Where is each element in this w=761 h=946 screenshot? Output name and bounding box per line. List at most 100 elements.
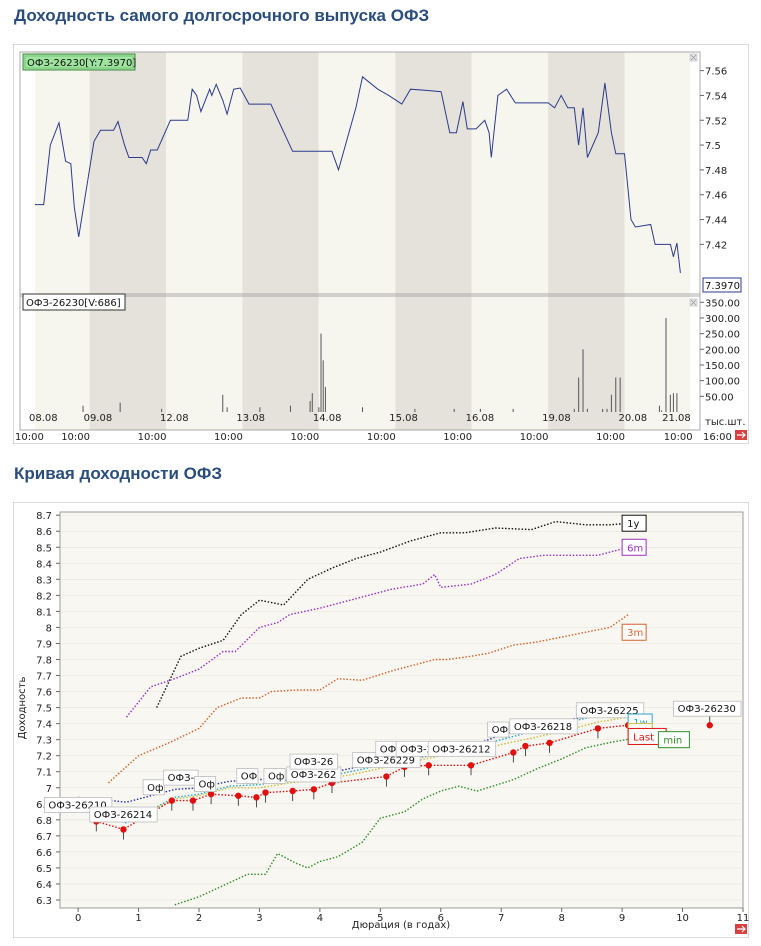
volume-y-axis: 50.00 100.00 150.00 200.00 250.00 300.00 350.0… <box>700 298 740 403</box>
bond-label: ОФЗ-26 <box>289 753 339 770</box>
day-band <box>89 52 166 430</box>
x-tick-label: 9 <box>619 913 625 924</box>
date-label: 09.08 <box>84 413 113 424</box>
bond-label: ОФ <box>375 740 398 757</box>
bond-label: ОФЗ-26212 <box>427 740 497 757</box>
last-point <box>546 739 553 747</box>
bond-label: ОФЗ-26214 <box>89 806 158 823</box>
bond-label: ОФ <box>487 721 510 738</box>
y-tick-label: 8.2 <box>36 591 52 602</box>
close-icon[interactable] <box>689 53 698 62</box>
series-label-3m: 3m <box>621 623 647 641</box>
y-tick-label: 7.9 <box>36 639 52 650</box>
bond-label: Оф <box>263 768 286 784</box>
last-point <box>383 773 390 780</box>
last-point <box>168 797 176 804</box>
time-label: 10:00 <box>596 432 625 443</box>
x-tick-label: 6 <box>438 913 444 924</box>
last-point <box>510 749 517 756</box>
y-axis: 6.36.46.56.66.76.86.977.17.27.37.47.57.6… <box>36 511 60 907</box>
bond-label: ОФЗ- <box>163 769 199 786</box>
y-tick-label: 7.5 <box>36 704 52 715</box>
last-point <box>235 792 242 799</box>
x-tick-label: 4 <box>317 913 323 924</box>
x-tick-label: 0 <box>75 913 81 924</box>
series-label-text: 1y <box>627 519 639 530</box>
price-tick-label: 7.56 <box>705 67 727 78</box>
bond-label-text: ОФЗ-26210 <box>48 800 106 811</box>
time-label: 10:00 <box>138 432 167 443</box>
price-panel-label: ОФЗ-26230[Y:7.3970] <box>22 53 136 71</box>
price-y-axis: 7.42 7.44 7.46 7.48 7.5 7.52 7.54 7.56 <box>700 67 727 251</box>
bond-label-text: ОФ <box>492 725 509 736</box>
bond-label-text: Оф <box>147 783 163 794</box>
bond-label-text: ОФЗ-2 <box>400 744 433 755</box>
day-band <box>35 52 90 430</box>
last-point <box>289 787 296 795</box>
volume-tick-label: 350.00 <box>705 298 740 309</box>
day-band <box>318 52 396 430</box>
bond-label-text: ОФ <box>380 744 397 755</box>
plot-area <box>19 51 701 431</box>
ofz-yield-chart: 7.42 7.44 7.46 7.48 7.5 7.52 7.54 7.56 50.00 100… <box>13 44 749 444</box>
date-label: 15.08 <box>389 413 418 424</box>
scroll-arrow-icon[interactable] <box>735 924 747 934</box>
day-band <box>242 52 319 430</box>
isolated-point <box>706 722 713 729</box>
price-tick-label: 7.52 <box>705 116 727 127</box>
y-tick-label: 6.8 <box>36 816 52 827</box>
date-label: 16.08 <box>466 413 495 424</box>
day-band <box>471 52 549 430</box>
close-icon-volume[interactable] <box>689 298 698 307</box>
y-tick-label: 7.4 <box>36 720 52 731</box>
volume-tick-label: 200.00 <box>705 345 740 356</box>
last-point <box>425 762 432 769</box>
y-tick-label: 7.3 <box>36 736 52 747</box>
page-title-ofz-yield: Доходность самого долгосрочного выпуска … <box>14 6 430 25</box>
y-tick-label: 8.1 <box>36 607 52 618</box>
x-tick-label: 3 <box>256 913 262 924</box>
time-label: 10:00 <box>15 432 44 443</box>
date-label: 21.08 <box>662 413 691 424</box>
time-label: 10:00 <box>61 432 90 443</box>
last-point <box>310 786 318 793</box>
x-tick-label: 2 <box>196 913 202 924</box>
bond-label: ОФЗ-26230 <box>673 700 742 717</box>
last-value-box: 7.3970 <box>702 277 742 293</box>
time-label: 10:00 <box>664 432 693 443</box>
date-label: 08.08 <box>29 413 58 424</box>
bond-label: ОФЗ-2 <box>395 740 438 757</box>
time-label: 10:00 <box>443 432 472 443</box>
series-labels: 1y6m3m1w2dLastmin <box>621 514 690 749</box>
x-tick-label: 11 <box>737 913 749 924</box>
series-label-6m: 6m <box>621 538 647 556</box>
volume-unit-label: тыс.шт. <box>705 417 746 428</box>
scroll-arrow-icon[interactable] <box>735 430 747 440</box>
series-label-text: 6m <box>627 543 643 554</box>
x-axis-label: Дюрация (в годах) <box>352 920 451 931</box>
day-band <box>548 52 625 430</box>
last-point <box>262 789 269 796</box>
price-tick-label: 7.42 <box>705 240 727 251</box>
y-tick-label: 6.6 <box>36 848 52 859</box>
bond-label: Оф <box>194 776 217 792</box>
last-point <box>120 826 127 833</box>
time-label: 16:00 <box>703 432 732 443</box>
x-tick-label: 10 <box>676 913 689 924</box>
y-tick-label: 7.1 <box>36 768 52 779</box>
day-band <box>624 52 690 430</box>
volume-tick-label: 250.00 <box>705 330 740 341</box>
bond-label-text: ОФЗ-26229 <box>357 756 415 767</box>
last-point <box>594 725 602 732</box>
yield-curve-chart: 6.36.46.56.66.76.86.977.17.27.37.47.57.6… <box>13 502 749 938</box>
date-label: 13.08 <box>236 413 265 424</box>
y-tick-label: 7.7 <box>36 672 52 683</box>
date-label: 19.08 <box>542 413 571 424</box>
series-line-1w <box>96 706 629 824</box>
y-tick-label: 8.6 <box>36 527 52 538</box>
bond-label-text: ОФЗ-26 <box>294 757 333 768</box>
series-line-3m <box>107 614 629 784</box>
volume-series-label: ОФЗ-26230[V:686] <box>26 298 121 309</box>
day-band <box>395 52 472 430</box>
